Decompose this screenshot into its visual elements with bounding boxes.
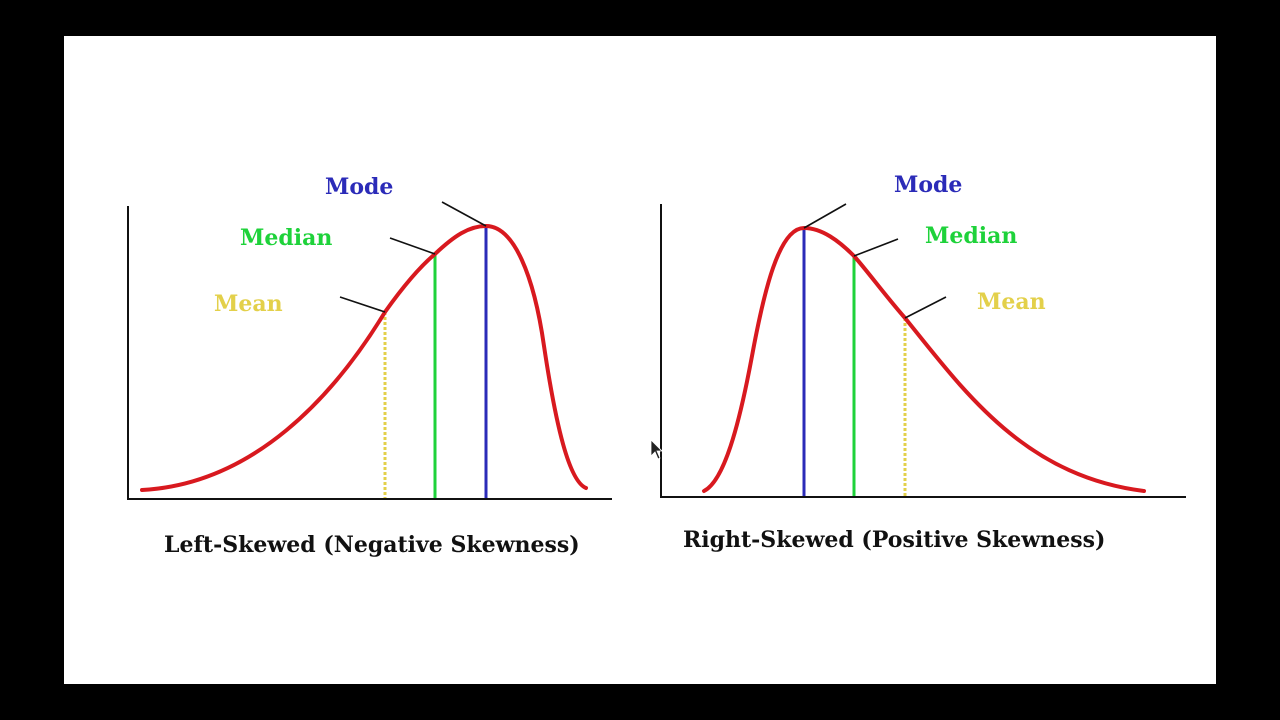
left-mean-label: Mean <box>214 291 283 317</box>
left-mean-leader-line <box>339 296 386 313</box>
left-median-label: Median <box>240 225 332 251</box>
left-mode-leader-line <box>441 201 487 227</box>
right-skewed-panel: Mode Median Mean Right-Skewed (Positive … <box>660 172 1186 553</box>
left-skewed-panel: Mode Median Mean Left-Skewed (Negative S… <box>127 174 612 558</box>
right-mode-leader-line <box>803 203 847 229</box>
mouse-cursor-icon <box>650 439 663 460</box>
left-distribution-curve <box>140 223 588 492</box>
right-distribution-curve <box>702 225 1146 493</box>
right-mean-label: Mean <box>977 289 1046 315</box>
right-panel-caption: Right-Skewed (Positive Skewness) <box>683 527 1105 553</box>
right-mode-label: Mode <box>894 172 962 198</box>
slide-canvas: Mode Median Mean Left-Skewed (Negative S… <box>64 36 1216 684</box>
right-mean-leader-line <box>904 296 947 319</box>
skewness-diagram: Mode Median Mean Left-Skewed (Negative S… <box>127 172 1186 558</box>
right-median-label: Median <box>925 223 1017 249</box>
left-panel-caption: Left-Skewed (Negative Skewness) <box>164 532 580 558</box>
left-mode-label: Mode <box>325 174 393 200</box>
left-median-leader-line <box>389 237 436 255</box>
right-median-leader-line <box>853 238 899 257</box>
